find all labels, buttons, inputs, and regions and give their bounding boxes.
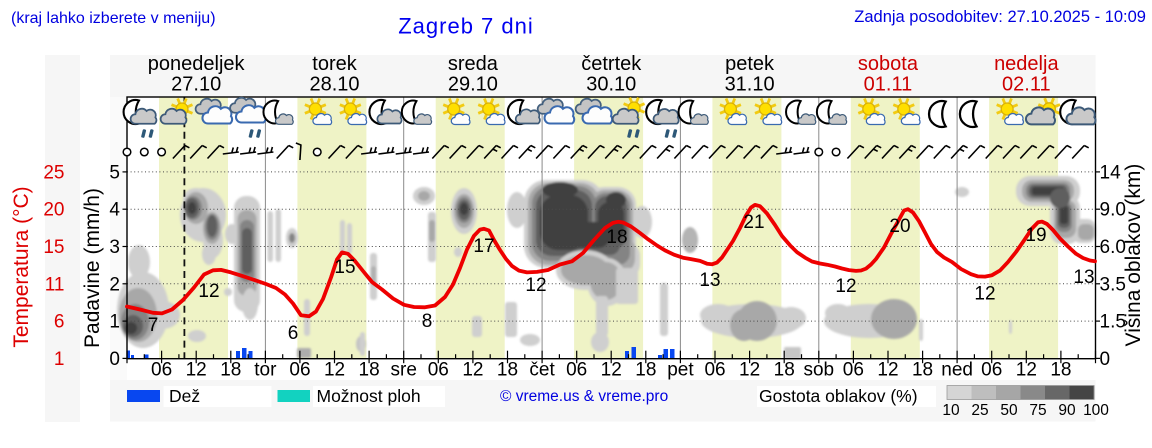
svg-text:1: 1 [54,349,65,370]
svg-text:12: 12 [198,281,219,302]
svg-text:19: 19 [1025,225,1046,246]
svg-text:06: 06 [428,360,449,381]
svg-text:90: 90 [1058,402,1076,419]
svg-text:2: 2 [109,274,120,295]
svg-text:13: 13 [1073,267,1094,288]
svg-text:28.10: 28.10 [310,74,360,96]
svg-text:20: 20 [889,216,910,237]
svg-text:12: 12 [974,284,995,305]
svg-text:4: 4 [109,200,120,221]
svg-text:12: 12 [525,275,546,296]
svg-text:06: 06 [566,360,587,381]
svg-text:25: 25 [971,402,988,419]
svg-text:tor: tor [254,360,277,381]
svg-text:100: 100 [1083,402,1109,419]
svg-text:25: 25 [43,162,64,183]
svg-text:27.10: 27.10 [171,74,221,96]
svg-text:10: 10 [942,402,960,419]
svg-text:06: 06 [981,360,1002,381]
svg-text:11: 11 [45,274,65,295]
svg-text:12: 12 [835,276,856,297]
svg-text:sreda: sreda [448,53,499,75]
svg-text:15: 15 [334,257,355,278]
svg-text:12: 12 [462,360,483,381]
svg-text:18: 18 [606,227,627,248]
svg-text:31.10: 31.10 [725,74,775,96]
svg-text:18: 18 [1050,360,1071,381]
svg-text:petek: petek [725,53,775,75]
svg-text:Gostota oblakov (%): Gostota oblakov (%) [759,386,918,406]
svg-text:Temperatura (°C): Temperatura (°C) [10,186,33,347]
svg-text:6: 6 [288,323,299,344]
svg-text:ponedeljek: ponedeljek [148,53,246,75]
svg-text:9.0: 9.0 [1100,200,1126,221]
svg-text:01.11: 01.11 [864,74,913,96]
svg-text:3.5: 3.5 [1100,274,1126,295]
svg-text:1.5: 1.5 [1100,312,1126,333]
svg-text:18: 18 [497,360,518,381]
svg-text:17: 17 [473,236,494,257]
svg-text:75: 75 [1029,402,1046,419]
svg-text:18: 18 [359,360,380,381]
svg-text:sre: sre [391,360,417,381]
svg-text:20: 20 [43,200,64,221]
svg-text:06: 06 [704,360,725,381]
svg-text:02.11: 02.11 [1002,74,1051,96]
svg-text:Zagreb 7 dni: Zagreb 7 dni [398,14,534,39]
svg-text:21: 21 [743,212,764,233]
svg-text:12: 12 [186,360,207,381]
svg-text:(kraj lahko izberete v meniju): (kraj lahko izberete v meniju) [11,10,216,27]
svg-text:pet: pet [667,360,694,381]
svg-text:12: 12 [601,360,622,381]
svg-text:14: 14 [1100,162,1122,183]
svg-text:12: 12 [1016,360,1037,381]
svg-text:3: 3 [109,237,120,258]
svg-text:12: 12 [877,360,898,381]
svg-text:06: 06 [289,360,310,381]
svg-text:0: 0 [1100,349,1111,370]
svg-text:0: 0 [109,349,120,370]
svg-text:Možnost ploh: Možnost ploh [317,386,421,406]
svg-text:18: 18 [912,360,933,381]
svg-text:29.10: 29.10 [448,74,498,96]
svg-text:6.0: 6.0 [1100,237,1126,258]
svg-text:12: 12 [739,360,760,381]
svg-text:06: 06 [151,360,172,381]
svg-text:50: 50 [1000,402,1018,419]
svg-text:8: 8 [422,311,433,332]
svg-text:7: 7 [148,315,159,336]
svg-text:Padavine (mm/h): Padavine (mm/h) [81,188,104,348]
svg-text:13: 13 [699,270,720,291]
svg-text:Dež: Dež [169,386,200,406]
svg-text:ned: ned [941,360,973,381]
svg-text:18: 18 [220,360,241,381]
svg-text:četrtek: četrtek [581,53,642,75]
svg-text:1: 1 [109,312,120,333]
svg-text:sob: sob [803,360,834,381]
svg-text:5: 5 [109,162,120,183]
svg-text:Zadnja posodobitev: 27.10.2025: Zadnja posodobitev: 27.10.2025 - 10:09 [854,8,1146,26]
svg-text:6: 6 [54,312,65,333]
svg-text:© vreme.us & vreme.pro: © vreme.us & vreme.pro [500,388,668,405]
svg-text:18: 18 [635,360,656,381]
svg-text:12: 12 [324,360,345,381]
svg-text:15: 15 [43,237,64,258]
svg-text:06: 06 [843,360,864,381]
svg-text:sobota: sobota [858,53,919,75]
svg-text:30.10: 30.10 [586,74,636,96]
svg-text:nedelja: nedelja [994,53,1059,75]
svg-text:torek: torek [312,53,357,75]
svg-text:Višina oblakov (km): Višina oblakov (km) [1122,164,1145,347]
svg-text:18: 18 [774,360,795,381]
svg-text:čet: čet [529,360,555,381]
